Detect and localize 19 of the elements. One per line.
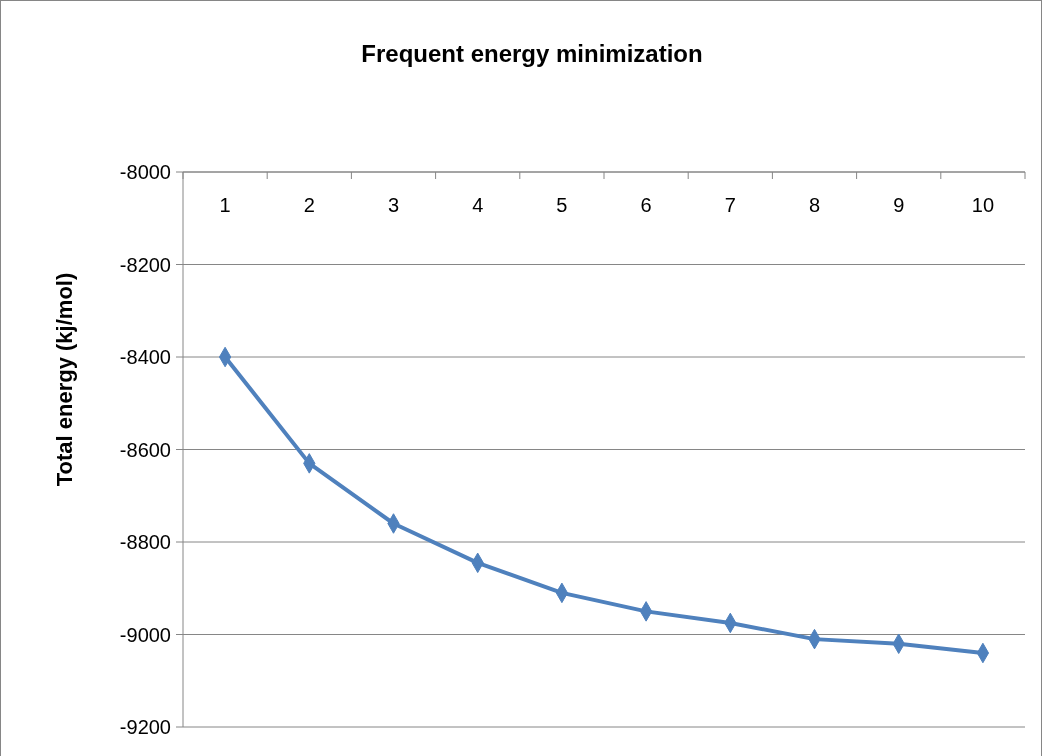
x-tick-label: 1 xyxy=(219,194,231,216)
y-tick-label: -9200 xyxy=(119,716,171,738)
x-tick-label: 5 xyxy=(556,194,568,216)
x-tick-label: 9 xyxy=(893,194,905,216)
chart-title: Frequent energy minimization xyxy=(361,40,703,67)
x-tick-label: 8 xyxy=(808,194,821,216)
x-tick-label: 2 xyxy=(303,194,315,216)
x-tick-label: 6 xyxy=(640,194,652,216)
x-tick-label: 10 xyxy=(971,194,995,216)
y-tick-label: -8400 xyxy=(119,346,171,368)
y-tick-label: -9000 xyxy=(119,623,171,646)
y-tick-label: -8800 xyxy=(119,531,171,553)
y-tick-label: -8000 xyxy=(119,161,171,183)
x-tick-label: 7 xyxy=(724,194,736,216)
y-axis-title: Total energy (kj/mol) xyxy=(52,272,77,487)
y-tick-label: -8200 xyxy=(119,253,171,276)
y-tick-label: -8600 xyxy=(119,438,171,461)
x-tick-label: 3 xyxy=(387,194,400,216)
x-tick-label: 4 xyxy=(472,194,484,216)
